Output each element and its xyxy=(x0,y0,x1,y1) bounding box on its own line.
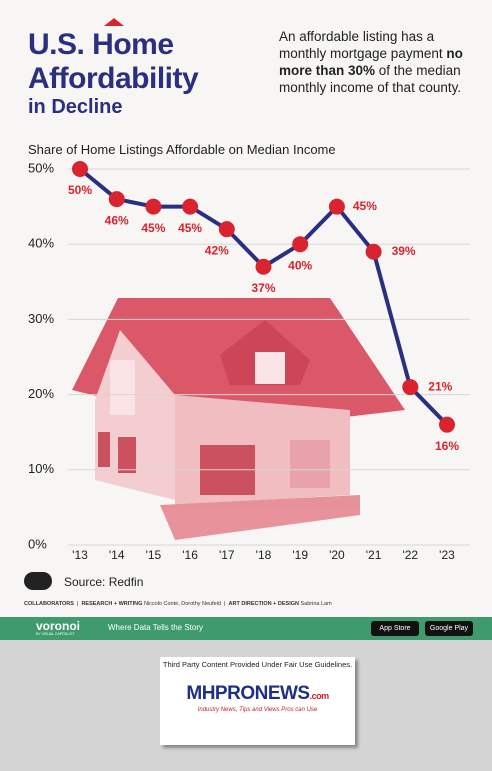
x-tick-label: '20 xyxy=(329,548,345,562)
title: U.S. Home Affordability xyxy=(28,28,199,96)
logo-text: MHPRONEWS xyxy=(186,683,310,704)
roof-icon xyxy=(104,18,124,26)
app-store-badge[interactable]: App Store xyxy=(371,621,419,636)
marker xyxy=(402,379,419,396)
x-tick-label: '15 xyxy=(146,548,162,562)
credits-names: Niccolo Conte, Dorothy Neufeld xyxy=(143,601,221,607)
x-tick-label: '13 xyxy=(72,548,88,562)
marker xyxy=(365,243,382,260)
logo-suffix: .com xyxy=(309,691,330,701)
value-label: 50% xyxy=(68,183,92,197)
notice-logo: MHPRONEWS.com xyxy=(160,683,355,705)
x-tick-label: '19 xyxy=(292,548,308,562)
x-tick-label: '14 xyxy=(109,548,125,562)
y-tick-label: 50% xyxy=(28,160,54,175)
source: Source: Redfin xyxy=(64,575,144,589)
x-tick-label: '23 xyxy=(439,548,455,562)
marker xyxy=(108,191,125,208)
marker xyxy=(255,258,272,275)
value-label: 46% xyxy=(105,213,129,227)
source-icon xyxy=(24,572,52,590)
value-label: 45% xyxy=(141,221,165,235)
marker xyxy=(292,236,309,253)
y-tick-label: 40% xyxy=(28,236,54,251)
notice-box: Third Party Content Provided Under Fair … xyxy=(160,657,355,745)
footer-bar: voronoi BY VISUAL CAPITALIST Where Data … xyxy=(0,617,492,640)
title-line: Affordability xyxy=(28,62,199,95)
description-text: An affordable listing has a monthly mort… xyxy=(279,29,447,61)
byline: BY VISUAL CAPITALIST xyxy=(36,632,75,636)
google-play-badge[interactable]: Google Play xyxy=(425,621,473,636)
description-emphasis: no more than 30% xyxy=(279,46,463,78)
x-tick-label: '21 xyxy=(366,548,382,562)
value-label: 21% xyxy=(428,379,452,393)
credits: COLLABORATORS | RESEARCH + WRITING Nicco… xyxy=(24,601,332,607)
x-tick-label: '16 xyxy=(182,548,198,562)
marker xyxy=(72,161,88,177)
value-label: 45% xyxy=(178,221,202,235)
marker xyxy=(328,198,345,215)
y-tick-label: 30% xyxy=(28,311,54,326)
y-tick-label: 10% xyxy=(28,461,54,476)
credits-role: RESEARCH + WRITING xyxy=(81,601,143,607)
marker xyxy=(182,198,199,215)
y-tick-label: 20% xyxy=(28,386,54,401)
chart: 0% 10% 20% 30% 40% 50% '13 '14 '15 '16 '17 '18 '19 '2… xyxy=(28,18,470,562)
tagline: Where Data Tells the Story xyxy=(108,623,204,632)
value-label: 45% xyxy=(353,199,377,213)
value-label: 39% xyxy=(392,244,416,258)
marker xyxy=(439,416,455,433)
y-tick-label: 0% xyxy=(28,536,47,551)
subtitle: in Decline xyxy=(28,96,123,118)
brand: voronoi xyxy=(36,619,80,633)
notice-text: Third Party Content Provided Under Fair … xyxy=(162,660,353,669)
marker xyxy=(218,221,235,238)
credits-role: ART DIRECTION + DESIGN xyxy=(228,601,299,607)
credits-label: COLLABORATORS xyxy=(24,601,74,607)
value-label: 37% xyxy=(251,281,275,295)
description: An affordable listing has a monthly mort… xyxy=(279,28,469,96)
notice-slogan: Industry News, Tips and Views Pros can U… xyxy=(197,707,318,713)
chart-title: Share of Home Listings Affordable on Med… xyxy=(28,142,336,157)
x-tick-label: '18 xyxy=(256,548,272,562)
credits-names: Sabrina Lam xyxy=(300,601,332,607)
marker xyxy=(145,198,162,215)
house-illustration xyxy=(72,298,405,540)
x-tick-label: '17 xyxy=(219,548,235,562)
value-label: 40% xyxy=(288,258,312,272)
x-tick-label: '22 xyxy=(402,548,418,562)
description-text: of the median monthly income of that cou… xyxy=(279,63,462,95)
title-line: U.S. Home xyxy=(28,28,174,61)
value-label: 16% xyxy=(435,439,459,453)
value-label: 42% xyxy=(205,243,229,257)
